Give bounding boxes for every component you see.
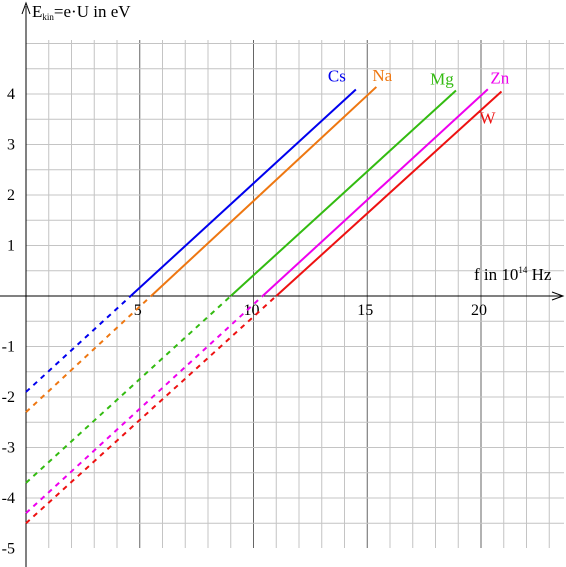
y-tick-label: -5 [2, 541, 15, 558]
x-axis-label-main: f in 10 [474, 265, 518, 284]
x-tick-label: 10 [244, 302, 260, 319]
series-extrapolation-na [25, 295, 152, 413]
series-line-w [275, 90, 503, 297]
x-axis-label-rest: Hz [527, 265, 552, 284]
series-line-cs [129, 88, 357, 297]
y-axis-label-rest: =e·U in eV [54, 2, 131, 21]
y-tick-labels: -5 -4 -3 -2 -1 1 2 3 4 [2, 86, 15, 558]
x-axis-arrow [551, 291, 565, 301]
y-axis-label-main: E [32, 2, 42, 21]
y-axis-label-sub: kin [42, 12, 54, 22]
series-label-mg: Mg [430, 69, 454, 88]
x-tick-label: 20 [471, 302, 487, 319]
y-tick-label: -2 [2, 389, 15, 406]
series-label-cs: Cs [328, 66, 346, 85]
series-label-na: Na [372, 66, 392, 85]
y-tick-label: 1 [7, 238, 15, 255]
series-labels: Cs Na Mg Zn W [328, 66, 510, 128]
y-tick-label: -1 [2, 339, 15, 356]
x-axis-label: f in 1014 Hz [474, 265, 552, 284]
series-line-mg [230, 89, 457, 297]
x-tick-label: 15 [357, 302, 373, 319]
series-line-zn [261, 88, 489, 297]
y-tick-label: 2 [7, 187, 15, 204]
series-extrapolation-mg [25, 295, 232, 484]
series-lines [25, 86, 503, 524]
series-extrapolation-cs [25, 295, 132, 393]
y-tick-label: -4 [2, 490, 15, 507]
x-tick-labels: 5 10 15 20 [134, 302, 487, 319]
y-tick-label: 4 [7, 86, 15, 103]
series-label-zn: Zn [490, 68, 509, 87]
y-tick-label: 3 [7, 137, 15, 154]
x-tick-label: 5 [134, 302, 142, 319]
y-axis-label: Ekin=e·U in eV [32, 2, 131, 22]
series-extrapolation-w [25, 295, 277, 524]
series-label-w: W [479, 108, 496, 127]
y-tick-label: -3 [2, 440, 15, 457]
grid [26, 40, 564, 548]
y-axis-arrow [21, 1, 31, 15]
x-axis-label-sup: 14 [518, 265, 528, 275]
series-extrapolation-zn [25, 295, 264, 514]
series-line-na [150, 86, 378, 297]
